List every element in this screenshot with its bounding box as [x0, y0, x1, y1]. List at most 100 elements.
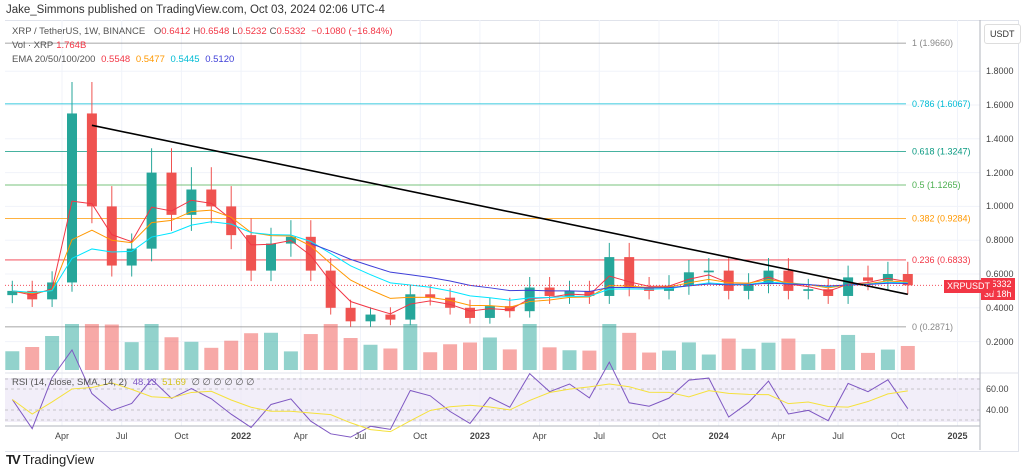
- candle-body: [425, 294, 436, 298]
- trendline: [91, 124, 908, 296]
- candle-body: [703, 270, 714, 273]
- volume-bar: [522, 324, 537, 370]
- time-tick: Apr: [293, 431, 308, 441]
- time-tick: 2022: [231, 431, 252, 441]
- volume-bar: [482, 337, 497, 370]
- volume-bar: [264, 332, 278, 370]
- candle-body: [206, 189, 217, 207]
- currency-button[interactable]: USDT: [984, 24, 1021, 44]
- ohlc-C: C0.5332: [269, 26, 306, 37]
- bar-countdown: 3d 18h: [984, 289, 1012, 299]
- candle-body: [783, 270, 794, 291]
- ema-label: EMA 20/50/100/200: [12, 54, 96, 65]
- rsi-legend[interactable]: RSI (14, close, SMA, 14, 2) 48.13 51.69 …: [12, 377, 254, 388]
- rsi-tick: 40.00: [986, 405, 1009, 415]
- volume-value: 1.764B: [56, 40, 87, 51]
- candle-body: [226, 206, 237, 236]
- symbol-price-tag: XRPUSDT: [944, 280, 994, 293]
- volume-bar: [821, 348, 836, 370]
- time-tick: Oct: [651, 431, 667, 441]
- ohlc-value: 0.5332: [276, 26, 306, 37]
- ohlc-value: 0.6412: [161, 26, 191, 37]
- time-tick: Oct: [890, 431, 905, 441]
- volume-bar: [502, 349, 517, 370]
- candle-body: [445, 297, 456, 308]
- time-tick: Jul: [354, 431, 367, 441]
- candle-body: [365, 314, 376, 322]
- volume-bar: [463, 342, 477, 370]
- volume-bar: [244, 333, 259, 370]
- fib-level-label: 0.5 (1.1265): [912, 180, 961, 190]
- ema-line-2: [12, 221, 908, 301]
- candle-body: [305, 236, 316, 271]
- time-tick: Jul: [832, 431, 844, 441]
- candle-body: [126, 248, 137, 266]
- publisher-line: Jake_Simmons published on TradingView.co…: [6, 4, 385, 16]
- candle-body: [803, 289, 814, 291]
- candle-body: [743, 284, 754, 291]
- price-tick: 1.0000: [986, 201, 1014, 212]
- time-tick: Jul: [593, 431, 606, 441]
- candle-body: [325, 270, 336, 308]
- symbol-title: XRP / TetherUS, 1W, BINANCE: [12, 26, 146, 37]
- ohlc-values: O0.6412 H0.6548 L0.5232 C0.5332: [151, 26, 306, 37]
- ema-line-3: [310, 243, 908, 292]
- fib-level-label: 0 (0.2871): [912, 322, 953, 332]
- volume-bar: [184, 341, 199, 370]
- candle-body: [584, 290, 595, 296]
- candle-body: [484, 306, 495, 318]
- rsi-tick: 60.00: [986, 384, 1009, 394]
- volume-bar: [781, 338, 796, 370]
- ema-line-1: [12, 209, 908, 308]
- price-tick: 0.8000: [986, 235, 1014, 246]
- ema20-value: 0.5548: [101, 54, 131, 65]
- candle-body: [723, 270, 734, 291]
- volume-bar: [124, 342, 139, 370]
- candle-body: [67, 113, 77, 283]
- symbol-legend[interactable]: XRP / TetherUS, 1W, BINANCE O0.6412 H0.65…: [12, 26, 393, 37]
- volume-bar: [741, 348, 756, 370]
- last-price: 0.5332: [984, 279, 1012, 289]
- volume-bar: [303, 334, 318, 370]
- time-tick: Apr: [771, 431, 786, 441]
- ohlc-O: O0.6412: [153, 26, 191, 37]
- price-tick: 1.6000: [986, 100, 1014, 110]
- candle-body: [465, 307, 475, 318]
- ema-legend[interactable]: EMA 20/50/100/200 0.5548 0.5477 0.5445 0…: [12, 54, 234, 65]
- volume-bar: [323, 324, 338, 370]
- time-tick: Jul: [115, 431, 128, 441]
- change-value: −0.1080 (−16.84%): [311, 26, 393, 37]
- volume-bar: [383, 348, 398, 370]
- volume-bar: [104, 324, 119, 370]
- time-tick: Oct: [413, 431, 428, 441]
- brand-name: TradingView: [22, 452, 95, 467]
- tradingview-logo[interactable]: TV TradingView: [6, 452, 94, 467]
- ema-line-0: [12, 199, 908, 315]
- volume-bar: [84, 324, 99, 370]
- candle-body: [345, 307, 356, 322]
- ohlc-value: 0.5232: [237, 26, 267, 37]
- fib-level-label: 0.236 (0.6833): [912, 255, 971, 265]
- candle-body: [146, 172, 157, 249]
- volume-bar: [144, 324, 159, 370]
- candle-body: [843, 277, 854, 296]
- volume-bar: [801, 354, 816, 370]
- tv-logo-icon: TV: [6, 452, 21, 467]
- volume-bar: [423, 352, 438, 370]
- candle-body: [564, 290, 575, 296]
- volume-legend[interactable]: Vol · XRP 1.764B: [12, 40, 86, 51]
- volume-bar: [5, 351, 20, 370]
- candle-body: [106, 206, 117, 266]
- rsi-label: RSI (14, close, SMA, 14, 2): [12, 377, 128, 388]
- volume-bar: [283, 351, 298, 370]
- volume-bar: [761, 342, 776, 370]
- time-tick: 2024: [708, 431, 729, 441]
- rsi-value: 48.13: [132, 377, 157, 388]
- candle-body: [405, 294, 416, 320]
- volume-bar: [224, 340, 239, 370]
- volume-bar: [343, 338, 358, 370]
- rsi-line: [11, 348, 909, 438]
- candle-body: [7, 290, 18, 296]
- time-tick: Oct: [174, 431, 189, 441]
